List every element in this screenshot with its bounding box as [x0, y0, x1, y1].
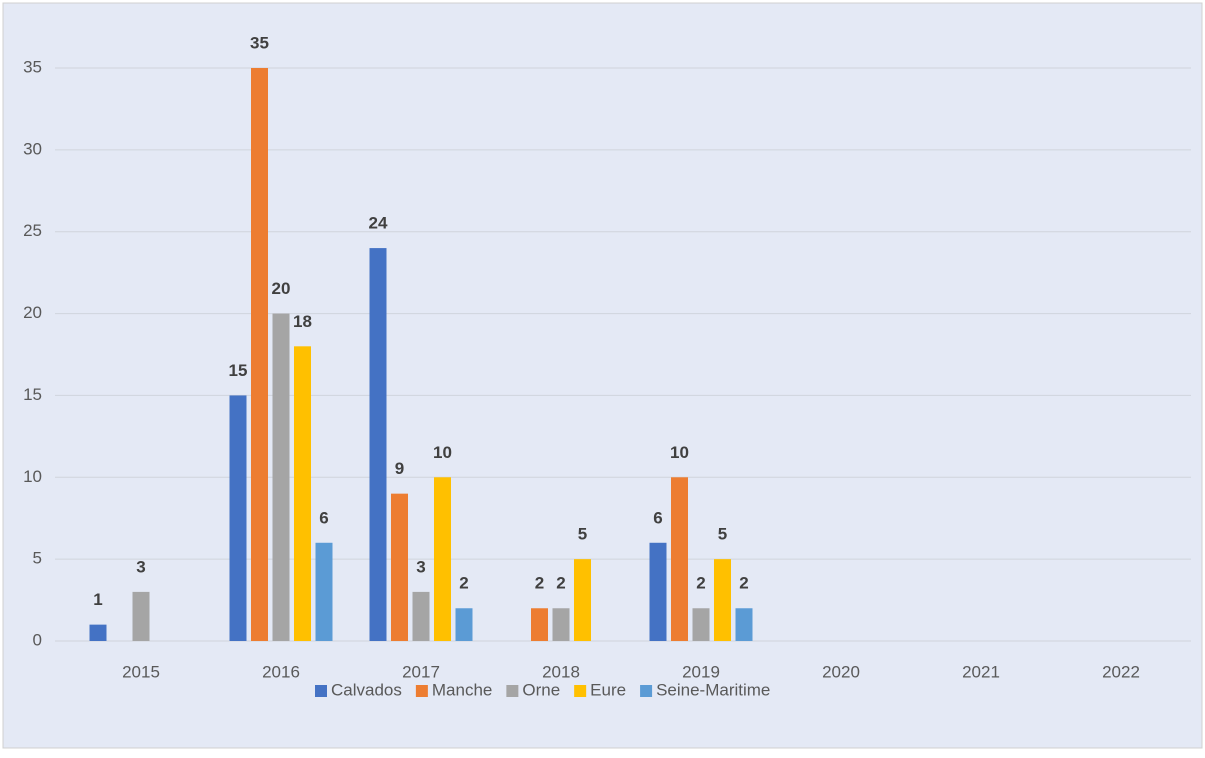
x-tick-label: 2020 [822, 662, 860, 681]
bar [455, 608, 473, 641]
bar [434, 477, 451, 641]
legend-label: Eure [590, 680, 626, 699]
data-label: 5 [578, 525, 587, 544]
legend-label: Seine-Maritime [656, 680, 770, 699]
bar [369, 248, 387, 642]
data-label: 10 [670, 443, 689, 462]
bar [735, 608, 753, 641]
y-tick-label: 25 [23, 221, 42, 240]
data-label: 24 [369, 214, 388, 233]
x-tick-label: 2017 [402, 662, 440, 681]
data-label: 18 [293, 312, 312, 331]
x-tick-label: 2015 [122, 662, 160, 681]
x-tick-label: 2021 [962, 662, 1000, 681]
data-label: 1 [93, 590, 102, 609]
data-label: 2 [556, 574, 565, 593]
legend-label: Calvados [331, 680, 402, 699]
data-label: 10 [433, 443, 452, 462]
bar [229, 395, 247, 641]
data-label: 2 [459, 574, 468, 593]
y-tick-label: 10 [23, 467, 42, 486]
y-tick-label: 35 [23, 57, 42, 76]
legend-label: Manche [432, 680, 492, 699]
legend-swatch [574, 685, 587, 697]
bar [89, 624, 107, 641]
data-label: 2 [535, 574, 544, 593]
bar [294, 346, 311, 641]
data-label: 3 [136, 557, 145, 576]
y-tick-label: 15 [23, 385, 42, 404]
legend-swatch [506, 685, 519, 697]
y-tick-label: 5 [33, 549, 42, 568]
legend-label: Orne [522, 680, 560, 699]
bar [391, 493, 408, 641]
data-label: 2 [739, 574, 748, 593]
bar [531, 608, 548, 641]
y-tick-label: 20 [23, 303, 42, 322]
bar [649, 542, 667, 641]
x-tick-label: 2016 [262, 662, 300, 681]
data-label: 20 [272, 279, 291, 298]
y-tick-label: 30 [23, 139, 42, 158]
legend-swatch [640, 685, 653, 697]
data-label: 9 [395, 459, 404, 478]
data-label: 15 [229, 361, 248, 380]
bar [132, 591, 150, 641]
data-label: 6 [319, 508, 328, 527]
y-tick-label: 0 [33, 630, 42, 649]
x-tick-label: 2018 [542, 662, 580, 681]
data-label: 5 [718, 525, 727, 544]
data-label: 35 [250, 33, 269, 52]
data-label: 6 [653, 508, 662, 527]
bar [692, 608, 710, 641]
data-label: 3 [416, 557, 425, 576]
bar [251, 68, 268, 641]
x-tick-label: 2019 [682, 662, 720, 681]
bar [552, 608, 570, 641]
x-tick-label: 2022 [1102, 662, 1140, 681]
bar [671, 477, 688, 641]
legend-swatch [315, 685, 327, 697]
bar [574, 559, 591, 641]
legend-swatch [415, 685, 428, 697]
bar [272, 313, 290, 641]
data-label: 2 [696, 574, 705, 593]
bar [714, 559, 731, 641]
bar [412, 591, 430, 641]
bar [315, 542, 333, 641]
